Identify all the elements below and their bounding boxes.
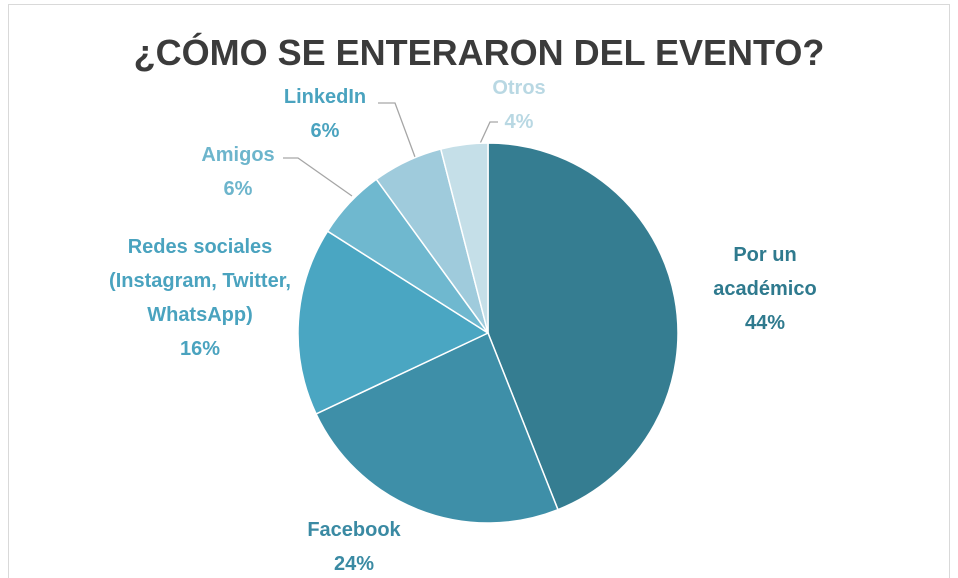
pie-slice xyxy=(487,142,679,511)
frame xyxy=(8,4,950,578)
leader-line xyxy=(477,121,498,149)
slice-value-label: 4% xyxy=(504,111,534,133)
leader-lines xyxy=(283,102,498,197)
pie-slice xyxy=(439,142,489,334)
slice-label: Por un académico xyxy=(713,244,817,300)
slice-label: LinkedIn xyxy=(283,86,367,108)
slice-label: Redes sociales (Instagram, Twitter, What… xyxy=(109,236,291,326)
slice-value-label: 6% xyxy=(223,178,253,200)
leader-line xyxy=(378,102,416,158)
slice-label: Facebook xyxy=(307,519,401,541)
slice-value-label: 44% xyxy=(744,312,786,334)
slice-value-label: 6% xyxy=(310,120,340,142)
chart-title: ¿CÓMO SE ENTERARON DEL EVENTO? xyxy=(133,32,825,73)
slice-label: Amigos xyxy=(201,144,275,166)
slice-value-label: 16% xyxy=(179,338,221,360)
pie-slice xyxy=(297,230,490,415)
slice-label: Otros xyxy=(492,77,546,99)
leader-line xyxy=(283,157,353,197)
pie-slice xyxy=(315,331,559,524)
slice-value-label: 24% xyxy=(333,553,375,575)
